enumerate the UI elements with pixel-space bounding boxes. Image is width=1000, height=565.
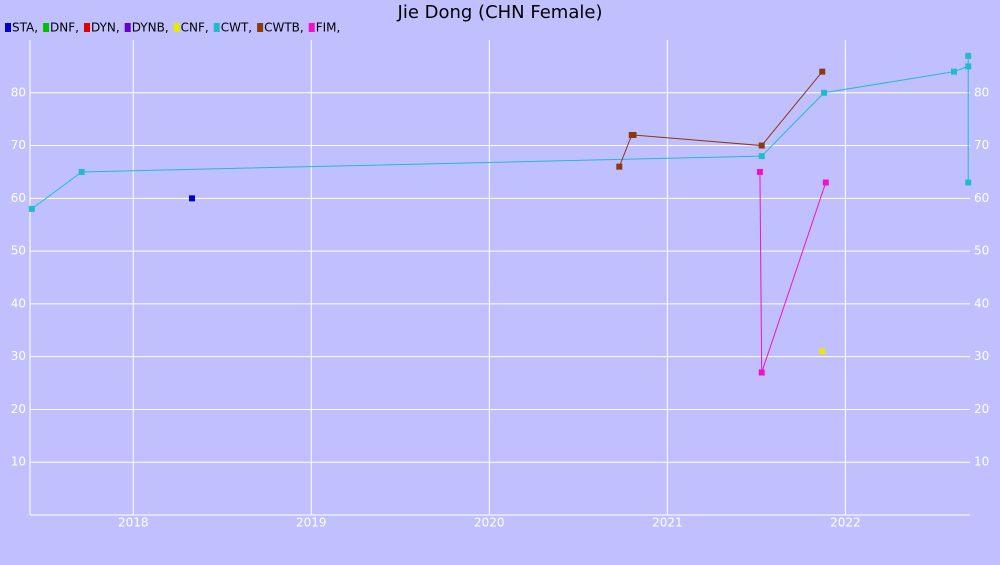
y-tick-label: 30 <box>11 349 26 363</box>
y2-tick-label: 10 <box>974 455 989 469</box>
point <box>965 179 972 186</box>
y-tick-label: 20 <box>11 402 26 416</box>
x-tick-label: 2022 <box>830 516 861 530</box>
point <box>189 195 196 202</box>
y2-tick-label: 60 <box>974 191 989 205</box>
point <box>756 168 763 175</box>
chart-title: Jie Dong (CHN Female) <box>397 2 603 23</box>
legend-swatch <box>83 23 90 32</box>
legend-swatch <box>213 23 220 32</box>
point <box>28 205 35 212</box>
point <box>965 63 972 70</box>
y2-tick-label: 50 <box>974 244 989 258</box>
legend-swatch <box>308 23 315 32</box>
point <box>950 68 957 75</box>
legend-label: DYNB, <box>132 21 169 35</box>
legend-label: FIM, <box>316 21 341 35</box>
point <box>822 179 829 186</box>
legend-label: CNF, <box>181 21 209 35</box>
y-tick-label: 50 <box>11 244 26 258</box>
y2-tick-label: 20 <box>974 402 989 416</box>
legend-label: CWTB, <box>264 21 304 35</box>
legend-swatch <box>173 23 180 32</box>
y-tick-label: 10 <box>11 455 26 469</box>
point <box>78 168 85 175</box>
point <box>630 132 637 138</box>
y-tick-label: 70 <box>11 138 26 152</box>
legend-label: DNF, <box>50 21 79 35</box>
legend-swatch <box>5 23 11 32</box>
y2-tick-label: 30 <box>974 349 989 363</box>
legend-swatch <box>124 23 131 32</box>
y2-tick-label: 80 <box>974 85 989 99</box>
y2-tick-label: 40 <box>974 296 989 310</box>
legend-label: STA, <box>12 21 38 35</box>
x-tick-label: 2019 <box>296 516 327 530</box>
legend-label: DYN, <box>91 21 120 35</box>
point <box>758 153 765 160</box>
point <box>819 348 826 355</box>
point <box>758 369 765 376</box>
point <box>819 68 826 75</box>
legend-swatch <box>257 23 264 32</box>
y2-tick-label: 70 <box>974 138 989 152</box>
legend-label: CWT, <box>221 21 252 35</box>
x-tick-label: 2020 <box>474 516 505 530</box>
point <box>616 163 623 170</box>
point <box>758 142 765 149</box>
x-tick-label: 2021 <box>652 516 683 530</box>
y-tick-label: 60 <box>11 191 26 205</box>
y-tick-label: 80 <box>11 85 26 99</box>
y-tick-label: 40 <box>11 296 26 310</box>
point <box>821 89 828 96</box>
legend-swatch <box>43 23 50 32</box>
x-tick-label: 2018 <box>118 516 149 530</box>
point <box>965 52 972 59</box>
